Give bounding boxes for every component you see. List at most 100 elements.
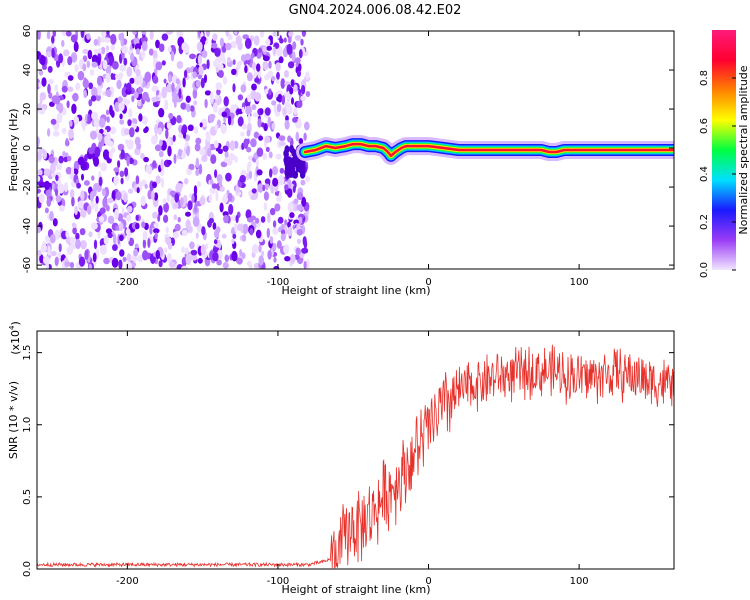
spectrogram-noise-cell — [93, 117, 101, 128]
spectrogram-noise-cell — [284, 256, 291, 262]
spectrogram-noise-cell — [217, 63, 224, 71]
spectrogram-noise-cell — [69, 262, 75, 269]
spectrogram-noise-cell — [230, 40, 237, 49]
spectrogram-noise-cell — [222, 76, 227, 85]
spectrogram-noise-cell — [300, 95, 307, 102]
spectrogram-noise-cell — [56, 163, 62, 171]
spectrogram-noise-cell — [189, 241, 195, 250]
spectrogram-noise-cell — [204, 90, 212, 96]
spectrogram-noise-cell — [221, 111, 228, 118]
spectrogram-noise-cell — [187, 124, 194, 131]
spectrogram-noise-cell — [252, 62, 256, 71]
spectrogram-noise-cell — [120, 36, 124, 47]
colorbar: 0.0 0.2 0.4 0.6 0.8 Normalized spectral ampl… — [699, 30, 750, 278]
spectrogram-noise-cell — [236, 257, 243, 265]
spectrogram-noise-cell — [266, 227, 270, 239]
spectrogram-noise-cell — [215, 226, 221, 234]
spectrogram-noise-cell — [61, 31, 67, 37]
spectrogram-noise-cell — [195, 157, 199, 169]
spectrogram-noise-cell — [142, 80, 146, 88]
spectrogram-noise-cell — [147, 238, 151, 248]
spectrogram-noise-cell — [92, 252, 97, 263]
spectrogram-noise-cell — [151, 190, 155, 201]
spectrogram-noise-cell — [37, 31, 41, 40]
spectrogram-noise-cell — [241, 123, 248, 130]
spectrogram-noise-cell — [215, 190, 219, 202]
spectrogram-noise-cell — [38, 193, 45, 204]
spectrogram-noise-cell — [240, 169, 247, 176]
spectrogram-noise-cell — [269, 207, 276, 216]
spectrogram-noise-cell — [50, 250, 57, 257]
spectrogram-noise-cell — [37, 150, 43, 161]
spectrogram-noise-cell — [183, 178, 189, 185]
spectrogram-noise-cell — [47, 83, 51, 94]
spectrogram-noise-cell — [287, 202, 294, 213]
spectrogram-noise-cell — [68, 128, 74, 139]
spectrogram-noise-cell — [258, 255, 265, 266]
spectrogram-noise-cell — [263, 202, 268, 211]
y-tick-label: 40 — [22, 64, 33, 77]
spectrogram-noise-cell — [135, 214, 139, 221]
spectrogram-noise-cell — [163, 78, 167, 84]
spectrogram-noise-cell — [277, 240, 282, 249]
spectrogram-noise-cell — [57, 102, 64, 114]
spectrogram-noise-cell — [293, 170, 299, 179]
snr-y-scale-close: ) — [9, 321, 22, 325]
spectrogram-noise-cell — [283, 244, 290, 255]
spectrogram-noise-cell — [189, 105, 195, 112]
spectrogram-noise-cell — [212, 222, 217, 230]
spectrogram-noise-cell — [301, 31, 307, 37]
spectrogram-noise-cell — [197, 180, 201, 188]
spectrogram-noise-cell — [52, 218, 58, 227]
spectrogram-noise-cell — [193, 100, 198, 106]
spectrogram-noise-cell — [106, 116, 110, 123]
spectrogram-noise-cell — [152, 211, 158, 219]
spectrogram-noise-cell — [246, 72, 253, 82]
spectrogram-noise-cell — [183, 69, 188, 79]
spectrogram-noise-cell — [253, 35, 260, 46]
spectrogram-noise-cell — [173, 97, 177, 109]
spectrogram-noise-cell — [117, 96, 123, 103]
y-tick-label: -60 — [22, 257, 33, 273]
spectrogram-noise-cell — [296, 70, 301, 77]
x-tick-label: 100 — [570, 277, 589, 288]
spectrogram-noise-cell — [65, 31, 72, 37]
spectrogram-noise-cell — [145, 165, 152, 174]
spectrogram-noise-cell — [210, 91, 214, 103]
spectrogram-noise-cell — [65, 166, 72, 175]
spectrogram-noise-cell — [171, 82, 175, 93]
spectrogram-noise-cell — [75, 232, 80, 241]
spectrogram-noise-cell — [240, 131, 245, 137]
spectrogram-noise-cell — [66, 246, 73, 255]
spectrogram-noise-cell — [103, 129, 108, 136]
spectrogram-noise-cell — [97, 47, 102, 54]
spectrogram-noise-cell — [287, 61, 295, 69]
spectrogram-noise-cell — [148, 48, 154, 56]
spectrogram-noise-cell — [80, 190, 85, 202]
spectrogram-noise-cell — [41, 77, 47, 87]
spectrogram-noise-cell — [247, 161, 252, 168]
spectrogram-noise-cell — [280, 78, 286, 89]
spectrogram-noise-cell — [135, 68, 141, 77]
spectrogram-noise-cell — [192, 71, 197, 79]
y-tick-label: 0.0 — [22, 561, 33, 577]
spectrogram-noise-cell — [42, 149, 48, 160]
spectrogram-noise-cell — [284, 219, 288, 226]
spectrogram-noise-cell — [46, 31, 51, 40]
spectrogram-noise-cell — [80, 209, 85, 218]
spectrogram-noise-cell — [233, 31, 238, 35]
spectrogram-noise-cell — [94, 146, 101, 158]
spectrogram-noise-cell — [245, 105, 253, 116]
snr-frame — [36, 330, 675, 570]
spectrogram-noise-cell — [120, 149, 125, 160]
spectrogram-noise-cell — [167, 46, 172, 53]
spectrogram-noise-cell — [98, 176, 103, 187]
spectrogram-noise-cell — [173, 153, 177, 164]
spectrogram-noise-cell — [231, 238, 235, 244]
spectrogram-noise-cell — [208, 113, 216, 120]
spectrogram-noise-cell — [257, 183, 264, 193]
spectrogram-ridge-band-5 — [303, 142, 674, 158]
y-tick-label: 60 — [22, 25, 33, 38]
spectrogram-noise-cell — [107, 197, 114, 204]
spectrogram-noise-cell — [181, 265, 188, 269]
